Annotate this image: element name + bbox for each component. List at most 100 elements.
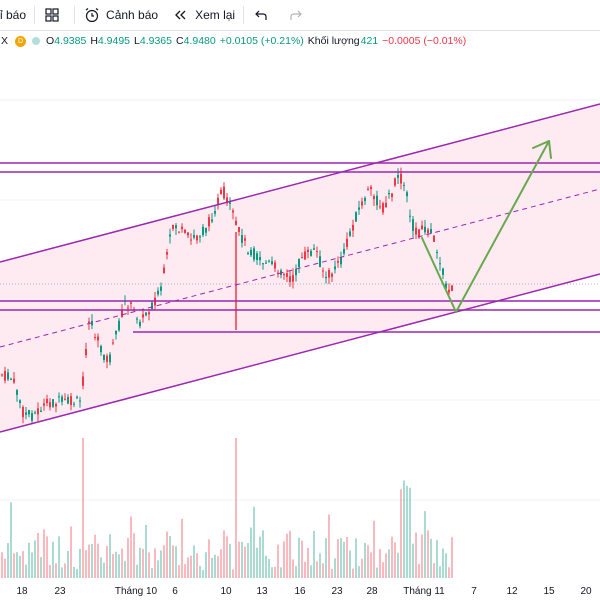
candle-body <box>358 207 360 210</box>
volume-bars <box>1 438 453 578</box>
time-axis[interactable]: 18 23 Tháng 10 6 10 13 16 23 28 Tháng 11 7 12 15 20 <box>16 586 592 597</box>
candle-body <box>103 354 105 361</box>
volume-bar <box>136 564 138 578</box>
volume-bar <box>220 549 222 578</box>
volume-bar <box>310 565 312 578</box>
candle-body <box>16 390 18 395</box>
candle-body <box>52 399 54 407</box>
candle-body <box>433 235 435 242</box>
candle-body <box>328 269 330 278</box>
candle-body <box>151 302 153 310</box>
time-axis-tick-label: 15 <box>543 586 555 597</box>
volume-bar <box>391 536 393 578</box>
candle-body <box>73 403 75 405</box>
redo-button[interactable] <box>287 0 310 30</box>
candle-body <box>340 257 342 265</box>
volume-bar <box>97 543 99 578</box>
candle-body <box>121 310 123 318</box>
close-label: C <box>176 35 184 47</box>
candle-body <box>400 173 402 184</box>
volume-bar <box>271 567 273 578</box>
candle-body <box>235 220 237 225</box>
candle-body <box>4 370 6 381</box>
candle-body <box>376 195 378 206</box>
candle-body <box>58 396 60 398</box>
volume-bar <box>397 552 399 578</box>
volume-bar <box>31 552 33 578</box>
candle-body <box>256 253 258 260</box>
layout-button[interactable] <box>43 0 66 30</box>
candle-body <box>439 263 441 265</box>
candle-body <box>391 193 393 198</box>
candle-body <box>298 259 300 268</box>
time-axis-tick-label: 16 <box>294 586 306 597</box>
volume-bar <box>133 533 135 578</box>
volume-bar <box>121 548 123 578</box>
volume-bar <box>304 561 306 578</box>
candle-body <box>286 273 288 277</box>
candle-body <box>361 201 363 206</box>
replay-button[interactable]: Xem lại <box>172 0 235 30</box>
candle-body <box>418 229 420 238</box>
volume-bar <box>181 518 183 578</box>
volume-bar <box>82 438 84 578</box>
candle-body <box>343 248 345 254</box>
candle-body <box>451 285 453 291</box>
channel-mid-line[interactable] <box>0 188 600 348</box>
candle-body <box>427 229 429 234</box>
candle-body <box>169 234 171 237</box>
symbol-name[interactable]: X <box>1 35 9 47</box>
projection-arrow[interactable] <box>421 140 552 313</box>
undo-icon <box>252 6 270 24</box>
indicators-button[interactable]: ỉ báo <box>0 0 26 30</box>
volume-bar <box>286 533 288 578</box>
time-axis-tick-label: Tháng 11 <box>403 586 445 597</box>
volume-bar <box>193 545 195 578</box>
alert-label: Cảnh báo <box>106 8 159 22</box>
volume-bar <box>238 541 240 578</box>
candle-body <box>448 289 450 293</box>
volume-bar <box>19 555 21 578</box>
volume-change: −0.0005 (−0.01%) <box>382 35 467 47</box>
volume-bar <box>367 545 369 578</box>
volume-bar <box>112 553 114 578</box>
candle-body <box>325 276 327 279</box>
candle-body <box>292 275 294 282</box>
grid-icon <box>43 6 61 24</box>
volume-bar <box>187 557 189 578</box>
volume-bar <box>184 564 186 578</box>
volume-bar <box>202 569 204 578</box>
candle-body <box>268 260 270 262</box>
candle-body <box>82 376 84 386</box>
candle-body <box>145 312 147 316</box>
candle-body <box>253 248 255 260</box>
ohlc-legend: X D O4.9385 H4.9495 L4.9365 C4.9480 +0.0… <box>0 31 600 51</box>
candle-body <box>139 321 141 327</box>
volume-bar <box>262 530 264 578</box>
volume-bar <box>235 438 237 578</box>
volume-bar <box>7 543 9 578</box>
candle-body <box>22 406 24 418</box>
candle-body <box>403 184 405 186</box>
candle-body <box>163 267 165 274</box>
volume-bar <box>190 555 192 578</box>
volume-bar <box>256 547 258 578</box>
candle-body <box>367 188 369 190</box>
volume-bar <box>298 537 300 578</box>
channel-upper-line[interactable] <box>0 103 600 263</box>
alert-button[interactable]: Cảnh báo <box>83 0 158 30</box>
candle-body <box>424 226 426 233</box>
candle-body <box>310 250 312 256</box>
price-chart[interactable]: 18 23 Tháng 10 6 10 13 16 23 28 Tháng 11 7 12 15 20 <box>0 52 600 600</box>
open-value: 4.9385 <box>54 35 87 47</box>
volume-bar <box>16 552 18 578</box>
volume-bar <box>211 557 213 578</box>
volume-bar <box>127 537 129 578</box>
undo-button[interactable] <box>252 0 275 30</box>
volume-bar <box>22 551 24 578</box>
close-value: 4.9480 <box>183 35 216 47</box>
volume-bar <box>55 563 57 578</box>
candle-body <box>379 206 381 208</box>
volume-bar <box>61 567 63 578</box>
volume-bar <box>52 541 54 578</box>
